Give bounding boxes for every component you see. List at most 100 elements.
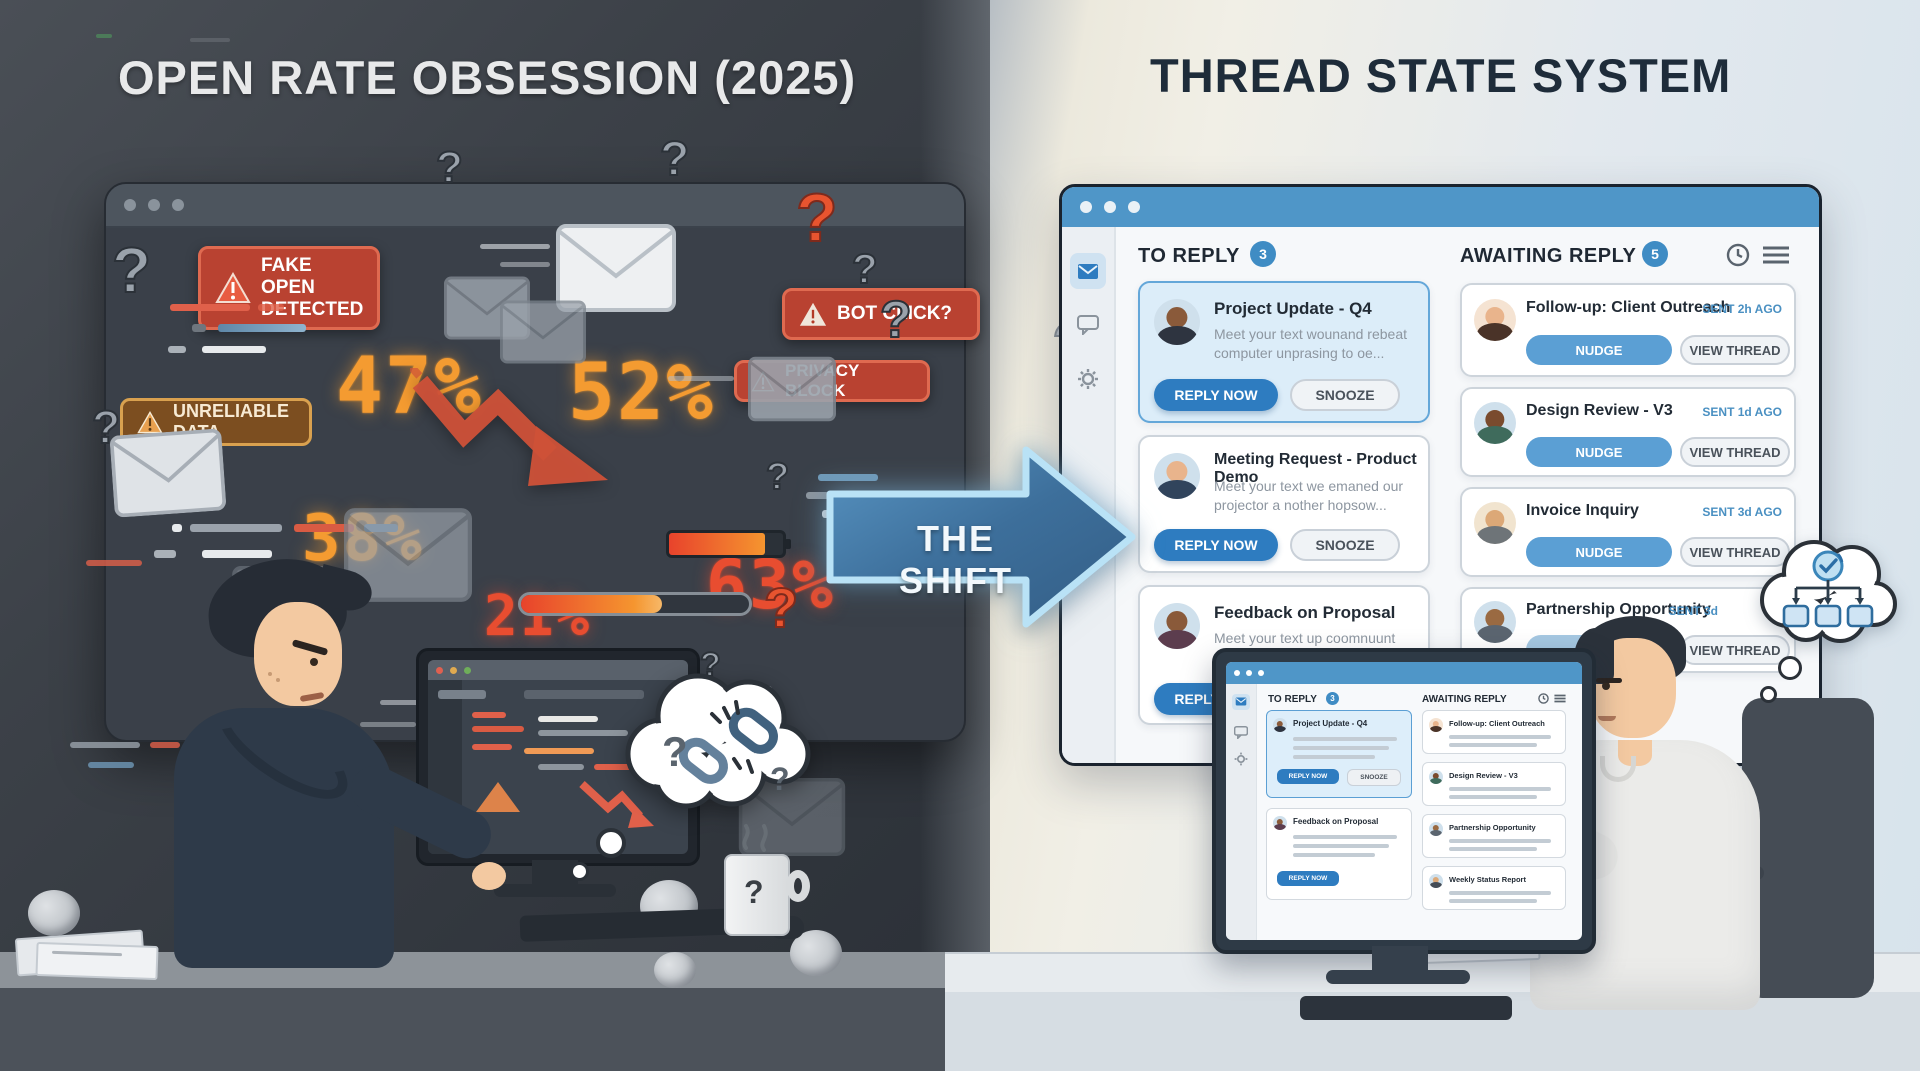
screen-fragment <box>472 726 524 732</box>
hand <box>472 862 506 890</box>
speed-line <box>500 262 550 267</box>
eye <box>310 658 318 666</box>
card-title: Partnership Opportunity <box>1526 601 1711 618</box>
paper-sheet <box>35 941 159 981</box>
data-fragment <box>150 742 180 748</box>
mini-awaiting-header: AWAITING REPLY <box>1422 694 1507 705</box>
right-monitor: TO REPLY 3 AWAITING REPLY Project Update… <box>1212 648 1596 954</box>
card-invoice-inquiry[interactable]: Invoice Inquiry SENT 3d AGO NUDGE VIEW T… <box>1460 487 1796 577</box>
card-design-review[interactable]: Design Review - V3 SENT 1d AGO NUDGE VIE… <box>1460 387 1796 477</box>
chair-back <box>1742 698 1874 998</box>
reply-now-button[interactable]: REPLY NOW <box>1154 529 1278 561</box>
battery-meter <box>666 530 791 558</box>
view-thread-button[interactable]: VIEW THREAD <box>1680 537 1790 567</box>
card-project-update[interactable]: Project Update - Q4 Meet your text wouna… <box>1138 281 1430 423</box>
mail-sidebar-icon[interactable] <box>1070 253 1106 289</box>
speed-line <box>360 722 416 727</box>
awaiting-reply-count-badge: 5 <box>1642 241 1668 267</box>
warning-icon <box>137 410 163 433</box>
crumpled-paper <box>654 952 696 988</box>
clock-icon[interactable] <box>1726 243 1750 267</box>
mini-card-feedback: Feedback on Proposal REPLY NOW <box>1266 808 1412 900</box>
question-mark: ? <box>699 646 722 684</box>
crumpled-paper <box>28 890 80 936</box>
card-meeting-request[interactable]: Meeting Request - Product Demo Meet your… <box>1138 435 1430 573</box>
window-dot-icon[interactable] <box>1080 201 1092 213</box>
snooze-button[interactable]: SNOOZE <box>1290 379 1400 411</box>
settings-sidebar-icon <box>1234 752 1248 766</box>
nudge-button[interactable]: NUDGE <box>1526 437 1672 467</box>
menu-icon[interactable] <box>1762 245 1790 265</box>
mini-card-title: Feedback on Proposal <box>1293 817 1379 826</box>
reply-now-button[interactable]: REPLY NOW <box>1154 379 1278 411</box>
data-fragment <box>818 474 878 481</box>
to-reply-count-badge: 3 <box>1250 241 1276 267</box>
window-dot-icon <box>1258 670 1264 676</box>
question-mark: ? <box>111 234 152 306</box>
data-fragment <box>192 324 206 332</box>
data-fragment <box>172 524 182 532</box>
freckle <box>268 672 272 676</box>
coffee-mug: ? <box>724 854 810 936</box>
bubble-trail-dot <box>570 862 589 881</box>
view-thread-button[interactable]: VIEW THREAD <box>1680 635 1790 665</box>
card-title: Invoice Inquiry <box>1526 502 1639 519</box>
screen-fragment <box>538 764 584 770</box>
warning-icon <box>799 302 827 326</box>
warning-icon <box>215 272 251 303</box>
mini-titlebar <box>1226 662 1582 684</box>
keyboard <box>1300 996 1512 1020</box>
question-mark-red: ? <box>795 180 839 256</box>
snooze-button[interactable]: SNOOZE <box>1290 529 1400 561</box>
data-fragment <box>218 324 306 332</box>
nudge-button[interactable]: NUDGE <box>1526 537 1672 567</box>
window-titlebar <box>1062 187 1819 227</box>
avatar <box>1429 874 1443 888</box>
speed-line <box>86 560 142 566</box>
fake-open-badge: FAKE OPEN DETECTED <box>198 246 380 330</box>
bubble-trail-dot <box>596 828 626 858</box>
sent-timestamp: SENT 2h AGO <box>1702 302 1782 316</box>
mini-card-title: Follow-up: Client Outreach <box>1449 719 1545 728</box>
mini-card-design-review: Design Review - V3 <box>1422 762 1566 806</box>
window-dot-icon[interactable] <box>1104 201 1116 213</box>
screen-fragment <box>538 716 598 722</box>
frustrated-user <box>150 553 506 1000</box>
monitor-base <box>1326 970 1470 984</box>
data-fragment <box>70 742 140 748</box>
screen-fragment <box>472 712 506 718</box>
chat-sidebar-icon <box>1234 726 1248 739</box>
eyebrow <box>1596 678 1622 683</box>
bubble-trail-dot <box>1778 656 1802 680</box>
question-mark: ? <box>765 456 790 498</box>
mini-reply-now-button: REPLY NOW <box>1277 769 1339 784</box>
data-fragment <box>294 524 354 532</box>
speed-line <box>668 376 734 381</box>
mouth <box>1598 716 1616 721</box>
card-title: Project Update - Q4 <box>1214 299 1372 318</box>
window-dot-icon[interactable] <box>1128 201 1140 213</box>
avatar <box>1429 718 1443 732</box>
envelope-icon <box>500 300 586 364</box>
nudge-button[interactable]: NUDGE <box>1526 335 1672 365</box>
question-mark: ? <box>879 291 913 349</box>
view-thread-button[interactable]: VIEW THREAD <box>1680 437 1790 467</box>
screen-chart-peak <box>476 782 520 812</box>
mini-snooze-button: SNOOZE <box>1347 769 1401 786</box>
collar <box>1600 756 1636 782</box>
menu-icon <box>1554 694 1566 703</box>
view-thread-button[interactable]: VIEW THREAD <box>1680 335 1790 365</box>
card-title: Meeting Request - Product Demo <box>1214 451 1417 486</box>
settings-sidebar-icon[interactable] <box>1070 361 1106 397</box>
thought-bubble: ? ? <box>625 673 811 809</box>
data-fragment <box>190 524 282 532</box>
chat-sidebar-icon[interactable] <box>1070 307 1106 343</box>
speed-line <box>480 244 550 249</box>
card-follow-up[interactable]: Follow-up: Client Outreach SENT 2h AGO N… <box>1460 283 1796 377</box>
avatar <box>1273 816 1287 830</box>
envelope-icon <box>344 508 472 602</box>
mini-sidebar <box>1226 684 1257 940</box>
progress-bar <box>518 592 752 616</box>
screen-fragment <box>594 764 634 770</box>
